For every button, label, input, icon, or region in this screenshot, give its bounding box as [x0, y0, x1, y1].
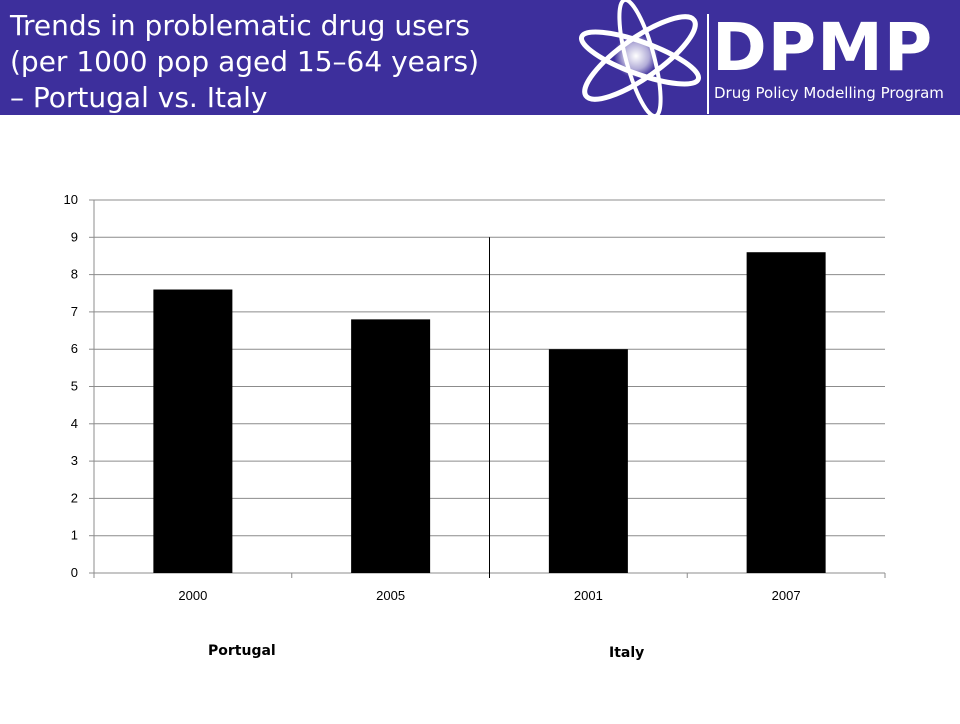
logo-divider [707, 14, 709, 114]
group-label-portugal: Portugal [208, 643, 276, 659]
y-tick-label: 4 [71, 416, 78, 431]
y-tick-label: 1 [71, 528, 78, 543]
y-tick-label: 6 [71, 341, 78, 356]
bar-2005 [351, 319, 431, 573]
bar-2000 [153, 289, 233, 573]
title-line-1: Trends in problematic drug users [10, 9, 470, 42]
y-tick-label: 2 [71, 490, 78, 505]
dpmp-logo [570, 0, 960, 115]
group-label-italy: Italy [609, 645, 645, 661]
y-tick-label: 8 [71, 267, 78, 282]
title-line-2: (per 1000 pop aged 15–64 years) [10, 45, 480, 78]
x-tick-label: 2000 [178, 588, 207, 603]
chart-container: 0 1 2 3 4 5 6 7 8 9 10 2000 2005 2001 2007 Portugal It… [0, 115, 960, 720]
y-tick-label: 7 [71, 304, 78, 319]
x-tick-label: 2005 [376, 588, 405, 603]
orbit-atom-icon [578, 0, 702, 115]
y-tick-label: 0 [71, 565, 78, 580]
y-tick-label: 9 [71, 229, 78, 244]
y-tick-label: 10 [64, 192, 78, 207]
y-tick-label: 3 [71, 453, 78, 468]
y-tick-label: 5 [71, 379, 78, 394]
bar-chart: 0 1 2 3 4 5 6 7 8 9 10 2000 2005 2001 2007 [64, 192, 886, 603]
logo-subtitle: Drug Policy Modelling Program [714, 84, 944, 102]
slide-title: Trends in problematic drug users (per 10… [10, 8, 570, 115]
title-line-3: – Portugal vs. Italy [10, 81, 268, 114]
bar-2007 [746, 252, 826, 573]
logo-wordmark: DPMP [712, 9, 934, 86]
x-tick-label: 2001 [574, 588, 603, 603]
bar-2001 [548, 349, 628, 573]
x-tick-label: 2007 [772, 588, 801, 603]
slide-header: Trends in problematic drug users (per 10… [0, 0, 960, 115]
